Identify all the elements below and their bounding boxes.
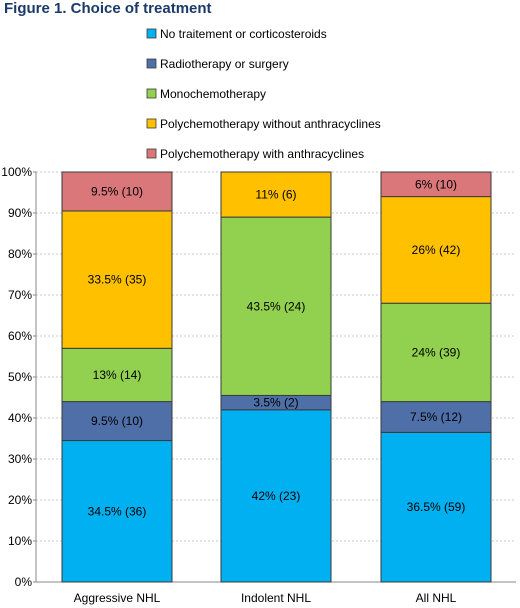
legend-entry: Radiotherapy or surgery: [160, 57, 289, 71]
bar-aggressive-nhl-no-traitement-or-corticosteroids: [61, 440, 173, 583]
data-label: 7.5% (12): [410, 410, 462, 424]
figure-title: Figure 1. Choice of treatment: [4, 0, 212, 17]
x-category-label: Aggressive NHL: [74, 591, 161, 605]
y-tick-label: 100%: [1, 165, 32, 179]
y-tick-label: 80%: [8, 247, 32, 261]
legend-swatch-monochemotherapy: [146, 88, 157, 99]
legend-swatch-polychemotherapy-with-anthracyclines: [146, 148, 157, 159]
legend-swatch-no-traitement-or-corticosteroids: [146, 28, 157, 39]
data-label: 9.5% (10): [91, 184, 143, 198]
bar-all-nhl-no-traitement-or-corticosteroids: [380, 431, 492, 583]
legend-entry: Polychemotherapy with anthracyclines: [160, 147, 364, 161]
bar-all-nhl-radiotherapy-or-surgery: [380, 401, 492, 433]
data-label: 33.5% (35): [88, 273, 147, 287]
y-tick-label: 90%: [8, 206, 32, 220]
bar-all-nhl-polychemotherapy-without-anthracyclines: [380, 196, 492, 304]
legend-entry: Monochemotherapy: [160, 87, 266, 101]
data-label: 13% (14): [93, 368, 142, 382]
data-label: 42% (23): [252, 489, 301, 503]
bar-aggressive-nhl-polychemotherapy-with-anthracyclines: [61, 171, 173, 212]
data-label: 24% (39): [412, 345, 461, 359]
data-label: 34.5% (36): [88, 504, 147, 518]
y-tick-label: 30%: [8, 452, 32, 466]
y-tick-label: 70%: [8, 288, 32, 302]
x-category-label: Indolent NHL: [241, 591, 311, 605]
legend-entry: Polychemotherapy without anthracyclines: [160, 117, 381, 131]
data-label: 26% (42): [412, 243, 461, 257]
y-tick-label: 0%: [15, 575, 33, 589]
bar-all-nhl-polychemotherapy-with-anthracyclines: [380, 171, 492, 198]
y-tick-label: 60%: [8, 329, 32, 343]
y-tick-label: 10%: [8, 534, 32, 548]
bar-indolent-nhl-monochemotherapy: [220, 216, 332, 396]
legend-swatch-polychemotherapy-without-anthracyclines: [146, 118, 157, 129]
data-label: 43.5% (24): [247, 299, 306, 313]
data-label: 6% (10): [415, 177, 457, 191]
bar-aggressive-nhl-radiotherapy-or-surgery: [61, 401, 173, 442]
bar-aggressive-nhl-polychemotherapy-without-anthracyclines: [61, 210, 173, 349]
data-label: 36.5% (59): [407, 500, 466, 514]
x-category-label: All NHL: [416, 591, 457, 605]
y-tick-label: 50%: [8, 370, 32, 384]
data-label: 9.5% (10): [91, 414, 143, 428]
bar-indolent-nhl-no-traitement-or-corticosteroids: [220, 409, 332, 583]
bar-all-nhl-monochemotherapy: [380, 302, 492, 403]
data-label: 11% (6): [255, 188, 296, 202]
bar-indolent-nhl-polychemotherapy-without-anthracyclines: [220, 171, 332, 218]
bar-aggressive-nhl-monochemotherapy: [61, 347, 173, 403]
data-label: 3.5% (2): [253, 396, 298, 410]
legend-entry: No traitement or corticosteroids: [160, 27, 327, 41]
y-tick-label: 40%: [8, 411, 32, 425]
legend-swatch-radiotherapy-or-surgery: [146, 58, 157, 69]
y-tick-label: 20%: [8, 493, 32, 507]
